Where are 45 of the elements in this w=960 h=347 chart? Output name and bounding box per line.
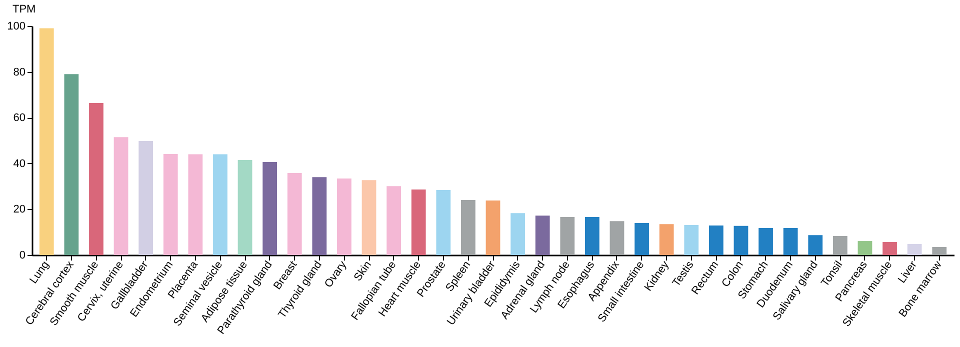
bar xyxy=(758,228,773,255)
bar xyxy=(287,173,302,255)
bar xyxy=(783,228,798,255)
bar xyxy=(858,241,872,255)
y-axis-title: TPM xyxy=(12,4,36,16)
bar xyxy=(411,190,426,255)
y-tick-label: 80 xyxy=(13,66,26,78)
bar xyxy=(932,246,947,255)
bar xyxy=(436,190,451,255)
bar xyxy=(238,160,252,255)
bar xyxy=(262,162,278,255)
bar xyxy=(708,225,724,255)
bar xyxy=(832,236,848,255)
bar xyxy=(337,178,352,255)
bar xyxy=(684,225,699,255)
y-tick-label: 100 xyxy=(7,20,26,32)
bar xyxy=(634,222,649,255)
y-tick-label: 60 xyxy=(13,112,26,124)
bar xyxy=(213,154,228,255)
y-tick-label: 20 xyxy=(13,204,26,216)
bar xyxy=(312,177,327,255)
bar xyxy=(138,140,154,255)
bar xyxy=(610,221,624,255)
bar xyxy=(585,216,600,255)
x-tick-label: Skin xyxy=(352,259,374,284)
bar xyxy=(734,226,748,255)
bar xyxy=(362,180,376,255)
bar xyxy=(535,216,550,255)
bar xyxy=(114,137,128,255)
bar xyxy=(64,74,79,255)
bar xyxy=(39,28,54,255)
bar xyxy=(882,242,897,255)
y-tick-label: 40 xyxy=(13,158,26,170)
bar xyxy=(560,216,575,255)
bar xyxy=(659,224,674,255)
bar xyxy=(808,235,823,255)
bar xyxy=(486,200,500,255)
bar xyxy=(907,244,922,255)
bar xyxy=(386,186,401,255)
y-tick-label: 0 xyxy=(19,250,26,262)
bar xyxy=(510,213,525,255)
bar xyxy=(89,102,104,255)
bar xyxy=(188,154,203,255)
bar xyxy=(163,154,178,255)
bar xyxy=(461,200,476,255)
